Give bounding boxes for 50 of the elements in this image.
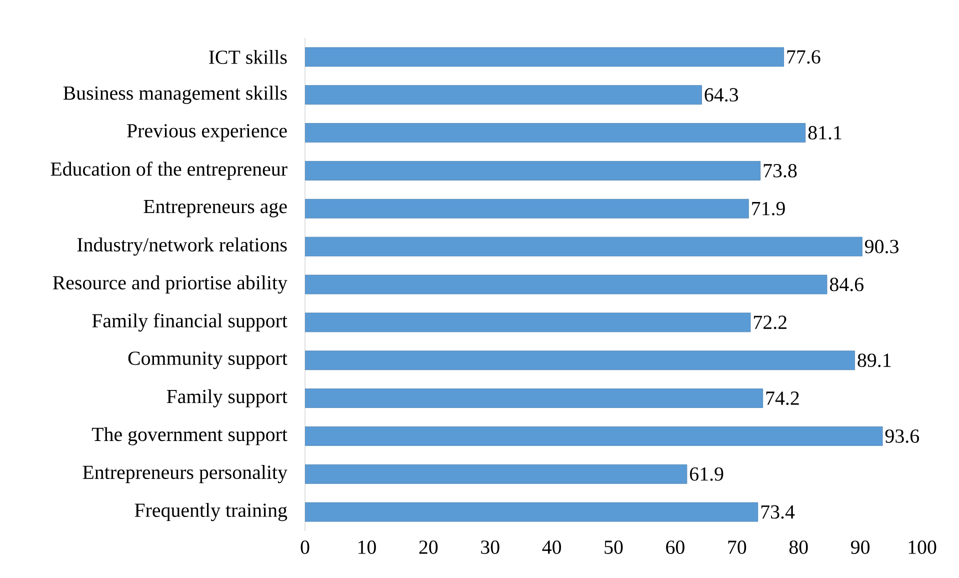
- x-tick-label: 20: [419, 540, 438, 554]
- data-label: 61.9: [690, 467, 724, 481]
- x-tick-label: 50: [604, 540, 623, 554]
- bar: [305, 350, 855, 370]
- data-label: 93.6: [885, 429, 919, 443]
- data-label: 73.8: [764, 164, 797, 178]
- y-tick-label: The government support: [92, 427, 288, 446]
- data-label: 72.2: [754, 316, 786, 330]
- data-label: 71.9: [752, 202, 785, 216]
- data-label: 90.3: [865, 240, 898, 254]
- y-tick-label: Entrepreneurs age: [144, 200, 287, 218]
- bar: [305, 464, 688, 484]
- y-tick-label: Industry/network relations: [77, 238, 287, 256]
- bar: [305, 426, 883, 446]
- data-label: 81.1: [808, 126, 842, 140]
- y-tick-label: Entrepreneurs personality: [82, 465, 288, 484]
- x-tick-label: 40: [542, 540, 562, 554]
- bar: [305, 198, 749, 218]
- y-tick-label: Business management skills: [63, 86, 287, 104]
- bar: [305, 388, 764, 408]
- data-label: 73.4: [761, 505, 795, 519]
- y-tick-label: Education of the entrepreneur: [50, 162, 288, 180]
- y-tick-label: Previous experience: [127, 124, 287, 142]
- y-tick-label: Community support: [128, 352, 288, 370]
- x-tick-label: 100: [908, 540, 936, 554]
- bar: [305, 312, 751, 332]
- data-label: 64.3: [704, 88, 738, 102]
- x-tick-label: 90: [850, 540, 870, 554]
- data-label: 84.6: [830, 278, 864, 292]
- bar: [305, 274, 828, 294]
- bar: [305, 502, 758, 522]
- bar: [305, 47, 784, 67]
- x-tick-label: 0: [300, 540, 310, 554]
- x-tick-label: 80: [789, 540, 808, 554]
- bar: [305, 236, 862, 256]
- x-tick-label: 10: [358, 540, 376, 554]
- y-tick-label: Frequently training: [134, 502, 288, 522]
- y-tick-label: ICT skills: [209, 50, 287, 64]
- bar: [305, 123, 806, 142]
- x-tick-label: 30: [481, 540, 500, 554]
- data-label: 89.1: [858, 354, 891, 368]
- bar: [305, 85, 702, 105]
- y-tick-label: Resource and priortise ability: [52, 275, 288, 294]
- y-tick-label: Family financial support: [92, 313, 288, 332]
- y-tick-label: Family support: [166, 389, 288, 408]
- data-label: 74.2: [766, 392, 799, 405]
- x-tick-label: 60: [666, 540, 684, 554]
- x-tick-label: 70: [728, 540, 746, 554]
- bar: [305, 161, 761, 180]
- data-label: 77.6: [787, 50, 820, 64]
